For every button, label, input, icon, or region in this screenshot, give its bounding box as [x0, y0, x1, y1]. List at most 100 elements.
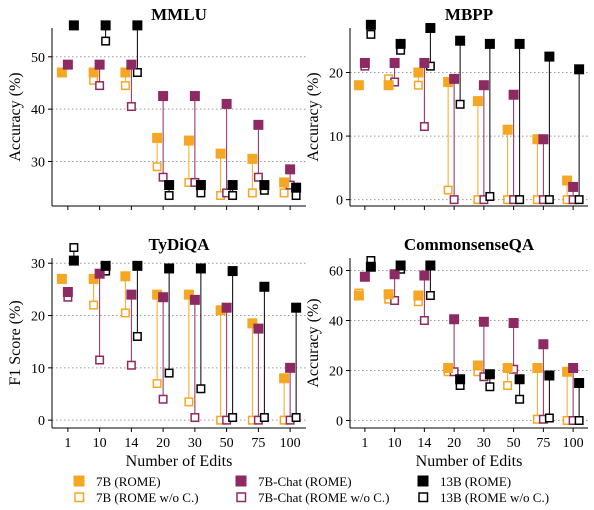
marker-7bc_woc [126, 360, 136, 370]
marker-7bc [62, 59, 73, 70]
marker-7bc_woc [419, 122, 429, 132]
y-tick-label: 20 [31, 310, 45, 325]
marker-13b_woc [228, 191, 238, 201]
marker-13b [132, 260, 143, 271]
marker-7bc [253, 119, 264, 130]
marker-7bc [285, 164, 296, 175]
legend-label-7b_woc: 7B (ROME w/o C.) [96, 490, 199, 505]
marker-13b_woc [291, 191, 301, 201]
marker-7bc_woc [190, 413, 200, 423]
marker-7b [353, 290, 364, 301]
marker-13b [455, 35, 466, 46]
marker-7bc [389, 269, 400, 280]
marker-13b [574, 378, 585, 388]
legend-label-7bc_woc: 7B-Chat (ROME w/o C.) [258, 490, 389, 505]
panel-title: MMLU [151, 5, 207, 24]
marker-13b [544, 370, 555, 381]
panel-commonsenseqa: 0 20 40 60 1 10 14 20 30 50 75 100 CommonsenseQA Accu… [305, 235, 588, 470]
marker-7b [120, 271, 131, 282]
marker-7b [443, 363, 454, 373]
marker-13b [195, 263, 206, 274]
marker-7b [88, 67, 99, 78]
y-tick-label: 40 [31, 103, 45, 118]
marker-13b [484, 369, 495, 380]
marker-7b [215, 148, 226, 159]
y-tick-label: 30 [31, 257, 45, 272]
x-tick-label: 75 [251, 436, 265, 451]
marker-7b [472, 96, 483, 107]
marker-7b_woc [152, 162, 162, 172]
marker-13b [395, 260, 406, 271]
marker-13b_woc [291, 413, 301, 423]
marker-7bc [94, 268, 105, 279]
marker-13b_woc [455, 99, 465, 109]
marker-7bc [359, 57, 370, 68]
marker-7bc [389, 57, 400, 68]
marker-13b_woc [574, 195, 584, 205]
marker-7bc [221, 98, 232, 109]
marker-7bc_woc [449, 195, 459, 205]
y-tick-label: 0 [336, 415, 343, 430]
marker-13b [100, 260, 111, 271]
marker-13b [455, 374, 466, 385]
marker-7bc [478, 316, 489, 327]
x-tick-label: 14 [124, 436, 138, 451]
marker-7bc [285, 362, 296, 373]
x-tick-label: 20 [156, 436, 170, 451]
marker-7b [383, 289, 394, 300]
y-tick-label: 30 [31, 156, 45, 171]
marker-7b [88, 273, 99, 284]
marker-13b_woc [515, 195, 525, 205]
marker-13b [164, 263, 175, 274]
marker-7b [152, 132, 163, 143]
marker-7b_woc [413, 80, 423, 90]
y-tick-label: 60 [329, 265, 343, 280]
marker-13b_woc [544, 413, 554, 423]
marker-13b [68, 20, 79, 31]
marker-7b_woc [279, 188, 289, 198]
marker-13b [195, 180, 206, 191]
marker-13b [291, 302, 302, 313]
marker-13b [132, 20, 143, 31]
legend-label-13b: 13B (ROME) [440, 474, 511, 489]
x-tick-label: 100 [280, 436, 301, 451]
marker-7bc [359, 271, 370, 282]
marker-7b [247, 153, 258, 164]
marker-13b [514, 38, 525, 49]
y-tick-label: 0 [38, 414, 45, 429]
marker-7b [562, 175, 573, 186]
marker-7b [120, 67, 131, 78]
marker-13b [514, 374, 525, 385]
marker-7bc [568, 181, 579, 192]
marker-7bc [189, 91, 200, 102]
marker-13b [227, 180, 238, 191]
panel-title: TyDiQA [148, 235, 210, 254]
marker-7b_woc [443, 185, 453, 195]
marker-13b_woc [69, 243, 79, 253]
x-tick-label: 75 [536, 436, 550, 451]
marker-7bc [221, 302, 232, 313]
marker-13b_woc [485, 382, 495, 392]
marker-7b [502, 363, 513, 373]
marker-13b_woc [101, 36, 111, 46]
marker-7b [56, 67, 67, 78]
panel-title: MBPP [445, 5, 493, 24]
marker-7bc [62, 287, 73, 297]
x-tick-label: 20 [447, 436, 461, 451]
marker-13b_woc [259, 413, 269, 423]
marker-7bc [126, 289, 137, 300]
marker-7bc_woc [95, 81, 105, 91]
legend-marker-13b [417, 475, 429, 487]
y-tick-label: 20 [329, 365, 343, 380]
marker-7bc [158, 91, 169, 102]
marker-13b [164, 180, 175, 191]
marker-13b_woc [196, 384, 206, 394]
marker-13b_woc [485, 191, 495, 201]
marker-13b_woc [164, 368, 174, 378]
marker-7b_woc [120, 308, 130, 318]
legend-marker-13b_woc [418, 492, 429, 503]
x-tick-label: 14 [417, 436, 431, 451]
x-tick-label: 1 [361, 436, 368, 451]
marker-7bc [449, 73, 460, 84]
